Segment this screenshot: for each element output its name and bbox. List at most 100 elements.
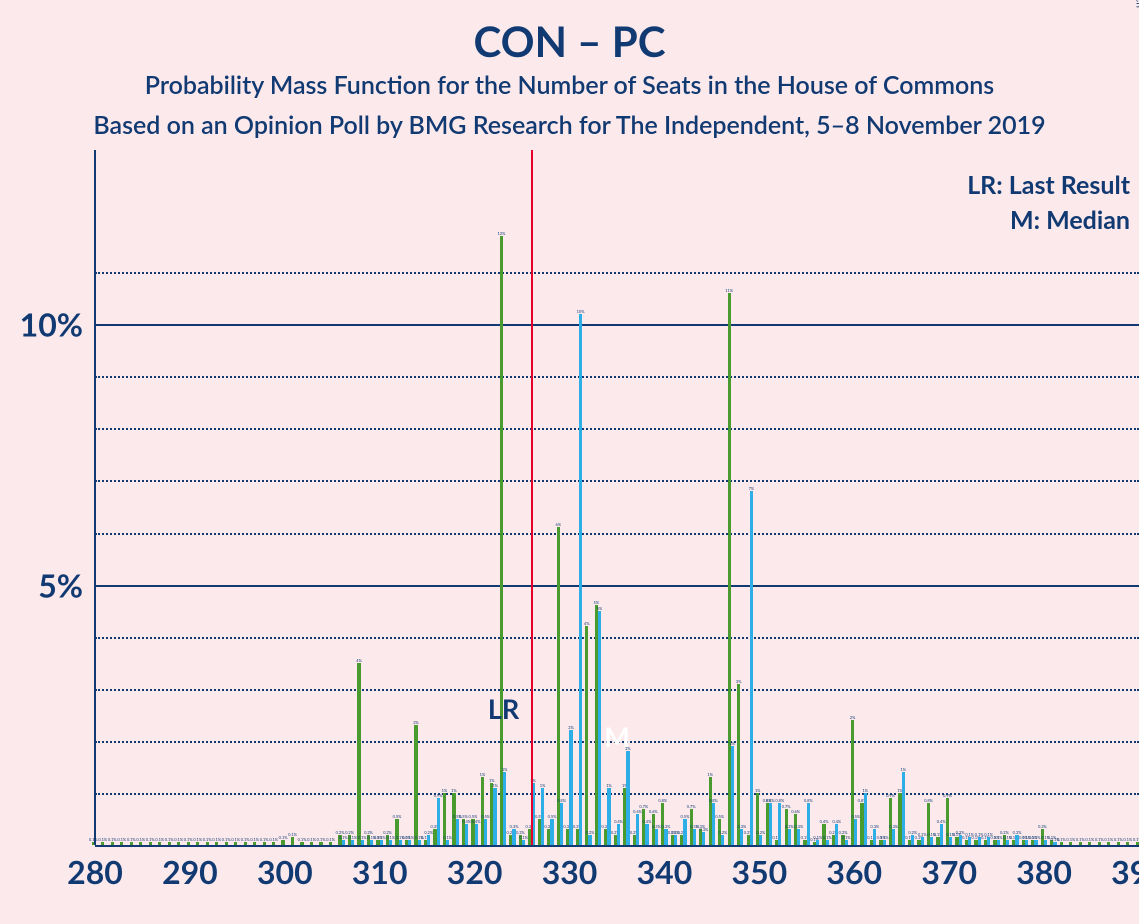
copyright-label: © 2019 Filip van Laenen [1133, 0, 1139, 8]
bar-value-label: 1% [480, 773, 486, 777]
bar-value-label: 0.1% [98, 838, 107, 842]
bar-b: 2% [731, 746, 734, 845]
bar-value-label: 0.1% [203, 838, 212, 842]
bar-b: 0.6% [636, 814, 639, 845]
bar-value-label: 10% [577, 310, 585, 314]
bar-value-label: 0.3% [652, 825, 661, 829]
bar-value-label: 0.1% [260, 838, 269, 842]
bar-b: 2% [626, 751, 629, 845]
bar-b: 0.5% [683, 819, 686, 845]
bar-value-label: 0.3% [662, 825, 671, 829]
bar-value-label: 0.1% [396, 836, 405, 840]
bar-value-label: 0.1% [155, 838, 164, 842]
bar-b: 0.3% [892, 829, 895, 845]
bar-value-label: 0.1% [443, 836, 452, 840]
bar-b: 0.9% [437, 798, 440, 845]
bar-b: 0.5% [456, 819, 459, 845]
bar-value-label: 0.1% [918, 833, 927, 837]
bar-a: 4% [357, 663, 360, 845]
bar-value-label: 2% [568, 726, 574, 730]
x-tick-label: 290 [162, 852, 218, 891]
bar-b: 1% [493, 788, 496, 845]
bar-value-label: 0.1% [405, 836, 414, 840]
bar-value-label: 0.3% [889, 825, 898, 829]
bar-b: 0.2% [1015, 835, 1018, 845]
bar-value-label: 0.3% [870, 825, 879, 829]
bar-value-label: 5% [597, 607, 603, 611]
bar-b: 1% [503, 772, 506, 845]
chart-title: CON – PC [0, 16, 1139, 66]
bar-value-label: 0.4% [643, 820, 652, 824]
bar-a: 4% [585, 626, 588, 845]
bar-value-label: 0.1% [1133, 838, 1139, 842]
bar-value-label: 0.7% [687, 805, 696, 809]
x-tick-label: 300 [257, 852, 313, 891]
bar-value-label: 0.5% [393, 815, 402, 819]
bar-b: 0.5% [854, 819, 857, 845]
bar-b: 2% [569, 730, 572, 845]
bar-value-label: 0.3% [785, 825, 794, 829]
bar-value-label: 0.3% [510, 825, 519, 829]
bar-value-label: 0.1% [288, 833, 297, 837]
bar-value-label: 0.9% [434, 794, 443, 798]
bar-b: 1% [902, 772, 905, 845]
bar-value-label: 0.1% [298, 838, 307, 842]
x-tick-label: 360 [826, 852, 882, 891]
bar-b: 0.4% [465, 824, 468, 845]
bar-value-label: 2% [850, 716, 856, 720]
bar-value-label: 0.8% [658, 799, 667, 803]
bar-b: 0.4% [617, 824, 620, 845]
bar-value-label: 0.1% [193, 838, 202, 842]
last-result-label: LR [488, 692, 519, 725]
bar-value-label: 0.1% [1032, 836, 1041, 840]
bar-value-label: 0.4% [937, 820, 946, 824]
bar-value-label: 0.1% [377, 836, 386, 840]
x-tick-label: 280 [67, 852, 123, 891]
x-tick-label: 340 [637, 852, 693, 891]
x-tick-label: 370 [921, 852, 977, 891]
bar-value-label: 0.1% [358, 836, 367, 840]
bar-value-label: 0.5% [481, 815, 490, 819]
bar-b: 0.3% [788, 829, 791, 845]
bar-value-label: 0.1% [222, 838, 231, 842]
bar-value-label: 0.1% [269, 838, 278, 842]
bar-b: 0.5% [550, 819, 553, 845]
bar-b: 0.3% [664, 829, 667, 845]
bar-value-label: 0.1% [212, 838, 221, 842]
bar-value-label: 0.7% [782, 805, 791, 809]
bar-value-label: 0.4% [614, 820, 623, 824]
bar-value-label: 0.1% [1104, 838, 1113, 842]
bar-value-label: 0.4% [832, 820, 841, 824]
median-label: M [604, 720, 630, 753]
bar-value-label: 0.2% [1013, 831, 1022, 835]
bar-value-label: 1% [502, 768, 508, 772]
bar-value-label: 0.3% [794, 825, 803, 829]
y-axis-line [94, 150, 96, 845]
bar-value-label: 2% [730, 742, 736, 746]
bar-value-label: 0.9% [943, 794, 952, 798]
bar-value-label: 0.1% [307, 838, 316, 842]
bar-b: 0.2% [959, 835, 962, 845]
bar-value-label: 0.1% [975, 833, 984, 837]
bar-value-label: 0.3% [737, 825, 746, 829]
bar-value-label: 0.1% [927, 833, 936, 837]
bar-value-label: 4% [356, 659, 362, 663]
bar-value-label: 0.8% [766, 799, 775, 803]
bar-value-label: 1% [755, 789, 761, 793]
bar-b: 10% [579, 314, 582, 845]
bar-value-label: 0.1% [279, 836, 288, 840]
bar-value-label: 0.1% [339, 836, 348, 840]
bar-value-label: 0.2% [756, 831, 765, 835]
bar-value-label: 0.1% [1022, 836, 1031, 840]
bar-value-label: 0.1% [1066, 838, 1075, 842]
bar-value-label: 0.1% [519, 836, 528, 840]
bar-value-label: 1% [451, 789, 457, 793]
x-axis-line [95, 845, 1139, 847]
bar-b: 0.2% [588, 835, 591, 845]
bar-value-label: 2% [413, 721, 419, 725]
x-tick-label: 330 [542, 852, 598, 891]
bar-value-label: 0.3% [690, 825, 699, 829]
bar-value-label: 0.1% [348, 836, 357, 840]
bar-value-label: 0.6% [791, 810, 800, 814]
bar-value-label: 0.9% [886, 794, 895, 798]
